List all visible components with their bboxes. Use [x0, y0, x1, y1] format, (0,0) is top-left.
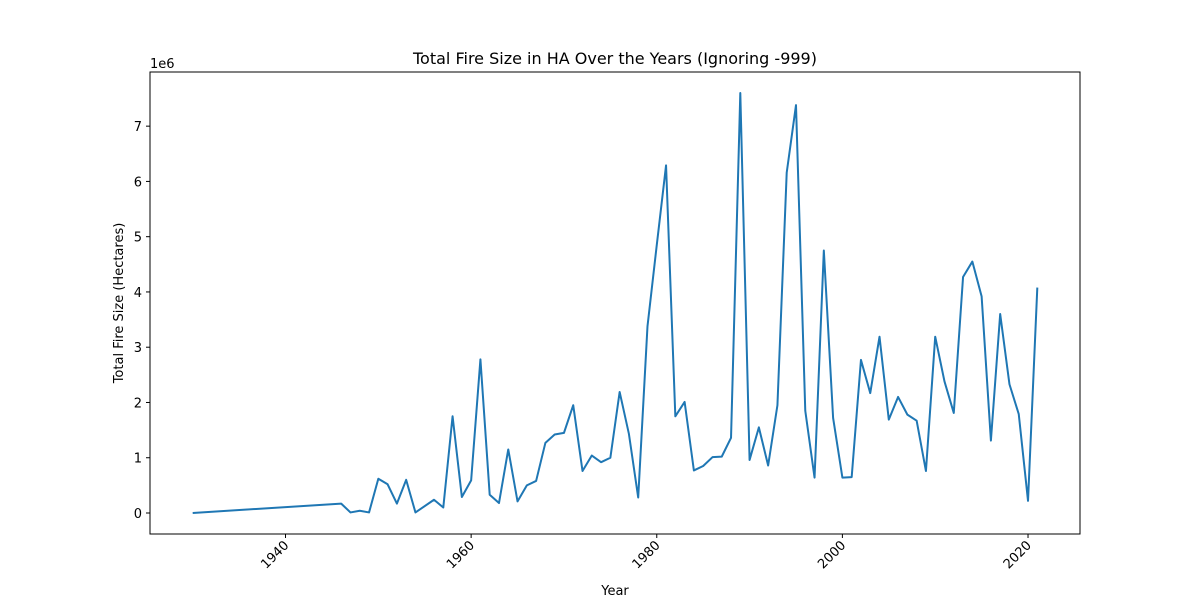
y-tick-label: 4	[134, 286, 142, 301]
y-tick-label: 7	[134, 120, 142, 135]
x-tick-label: 1960	[444, 538, 478, 572]
x-tick-label: 2000	[815, 538, 849, 572]
y-tick-label: 2	[134, 396, 142, 411]
y-tick-label: 5	[134, 231, 142, 246]
x-tick-label: 2020	[1001, 538, 1035, 572]
x-tick-label: 1940	[258, 538, 292, 572]
y-axis: 0 1 2 3 4 5 6 7	[134, 120, 150, 522]
x-axis-label: Year	[600, 584, 629, 599]
plot-frame	[149, 71, 1081, 535]
y-tick-label: 1	[134, 452, 142, 467]
y-tick-label: 6	[134, 175, 142, 190]
y-tick-label: 0	[134, 507, 142, 522]
x-tick-label: 1980	[630, 538, 664, 572]
series-line	[192, 92, 1039, 514]
chart-title: Total Fire Size in HA Over the Years (Ig…	[412, 49, 817, 68]
y-offset-label: 1e6	[150, 57, 175, 72]
y-tick-label: 3	[134, 341, 142, 356]
plot-area	[149, 71, 1081, 535]
y-axis-label: Total Fire Size (Hectares)	[112, 223, 127, 385]
x-axis: 1940 1960 1980 2000 2020	[258, 534, 1035, 572]
